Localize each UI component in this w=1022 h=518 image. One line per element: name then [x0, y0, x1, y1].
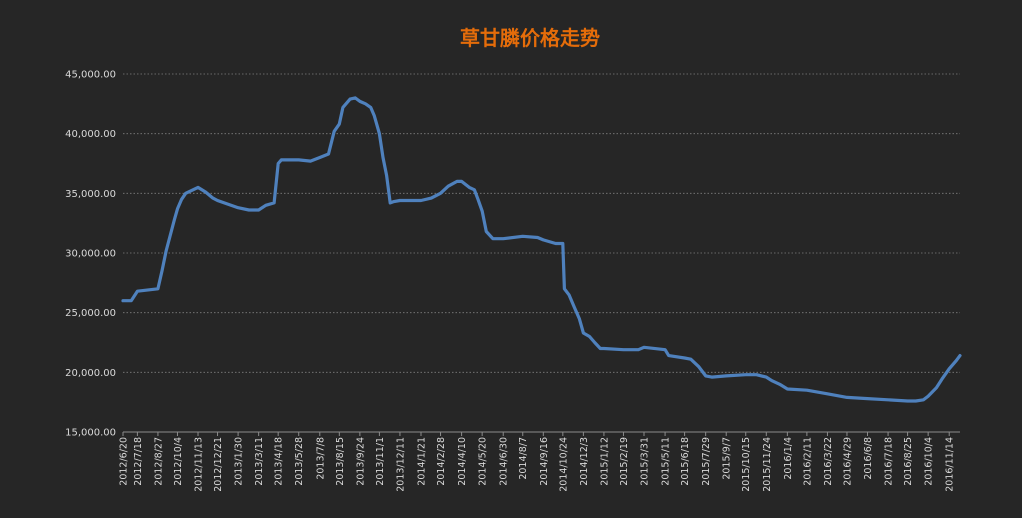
x-tick-label: 2014/9/16	[539, 437, 550, 486]
x-tick-label: 2013/3/11	[254, 437, 265, 486]
x-tick-label: 2013/9/24	[355, 437, 366, 486]
x-tick-label: 2016/4/29	[842, 437, 853, 486]
chart-title: 草甘膦价格走势	[460, 26, 600, 50]
x-tick-label: 2014/5/20	[478, 437, 489, 486]
x-tick-label: 2015/6/18	[680, 437, 691, 486]
x-tick-label: 2016/6/8	[863, 437, 874, 480]
x-tick-label: 2014/4/10	[457, 437, 468, 486]
x-tick-label: 2016/10/4	[924, 437, 935, 486]
x-tick-label: 2014/6/30	[499, 437, 510, 486]
y-tick-label: 15,000.00	[65, 428, 116, 439]
x-tick-label: 2016/1/4	[783, 437, 794, 480]
x-tick-label: 2015/10/15	[741, 437, 752, 492]
x-tick-label: 2014/2/28	[436, 437, 447, 486]
y-tick-label: 35,000.00	[65, 189, 116, 200]
x-tick-label: 2013/7/8	[315, 437, 326, 480]
x-tick-label: 2015/1/12	[599, 437, 610, 486]
y-tick-label: 45,000.00	[65, 70, 116, 81]
y-axis-tick-labels: 15,000.00 20,000.00 25,000.00 30,000.00 35,0…	[65, 70, 116, 439]
y-gridlines	[123, 73, 960, 373]
x-tick-label: 2013/4/18	[274, 437, 285, 486]
x-tick-label: 2015/9/7	[722, 437, 733, 480]
x-tick-label: 2014/10/24	[558, 437, 569, 492]
y-tick-label: 20,000.00	[65, 368, 116, 379]
x-tick-label: 2012/6/20	[119, 437, 130, 486]
x-tick-label: 2015/2/19	[619, 437, 630, 486]
x-tick-label: 2014/1/21	[417, 437, 428, 486]
y-tick-label: 40,000.00	[65, 129, 116, 140]
x-tick-label: 2013/1/30	[234, 437, 245, 486]
y-tick-label: 30,000.00	[65, 249, 116, 260]
price-series-line	[121, 96, 962, 403]
x-tick-label: 2016/8/25	[903, 437, 914, 486]
x-tick-label: 2014/8/7	[518, 437, 529, 480]
x-tick-label: 2012/10/4	[173, 437, 184, 486]
y-tick-label: 25,000.00	[65, 308, 116, 319]
x-tick-label: 2013/12/11	[395, 437, 406, 492]
x-tick-label: 2013/8/15	[335, 437, 346, 486]
x-tick-label: 2016/11/14	[945, 437, 956, 492]
x-tick-label: 2015/11/24	[762, 437, 773, 492]
x-tick-label: 2016/2/11	[802, 437, 813, 486]
x-axis-tick-labels: 2012/6/20 2012/7/18 2012/8/27 2012/10/4 2012…	[119, 432, 956, 492]
x-tick-label: 2012/11/13	[194, 437, 205, 492]
x-tick-label: 2013/11/1	[375, 437, 386, 486]
x-tick-label: 2013/5/28	[294, 437, 305, 486]
x-tick-label: 2012/12/21	[213, 437, 224, 492]
x-tick-label: 2016/3/22	[823, 437, 834, 486]
x-tick-label: 2015/7/29	[701, 437, 712, 486]
x-tick-label: 2015/5/11	[661, 437, 672, 486]
x-tick-label: 2015/3/31	[640, 437, 651, 486]
x-tick-label: 2012/8/27	[153, 437, 164, 486]
x-tick-label: 2014/12/3	[579, 437, 590, 486]
x-tick-label: 2016/7/18	[884, 437, 895, 486]
x-tick-label: 2012/7/18	[133, 437, 144, 486]
